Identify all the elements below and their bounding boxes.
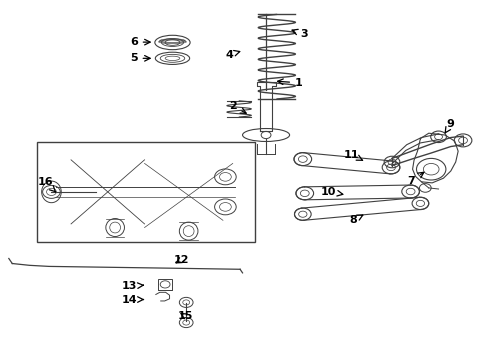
Text: 16: 16 bbox=[37, 177, 55, 192]
Text: 2: 2 bbox=[229, 101, 246, 113]
Text: 7: 7 bbox=[408, 172, 424, 186]
Text: 9: 9 bbox=[445, 119, 455, 133]
Text: 5: 5 bbox=[130, 53, 150, 63]
Text: 15: 15 bbox=[177, 311, 193, 321]
Bar bbox=[37, 142, 255, 242]
Text: 12: 12 bbox=[173, 255, 189, 265]
Text: 3: 3 bbox=[292, 29, 308, 39]
Text: 8: 8 bbox=[349, 215, 363, 225]
Text: 1: 1 bbox=[278, 78, 303, 88]
Bar bbox=[158, 279, 172, 290]
Text: 10: 10 bbox=[320, 186, 343, 197]
Text: 6: 6 bbox=[130, 37, 150, 47]
Text: 14: 14 bbox=[122, 294, 144, 305]
Text: 4: 4 bbox=[225, 50, 240, 60]
Text: 13: 13 bbox=[122, 281, 144, 291]
Text: 11: 11 bbox=[344, 150, 363, 161]
